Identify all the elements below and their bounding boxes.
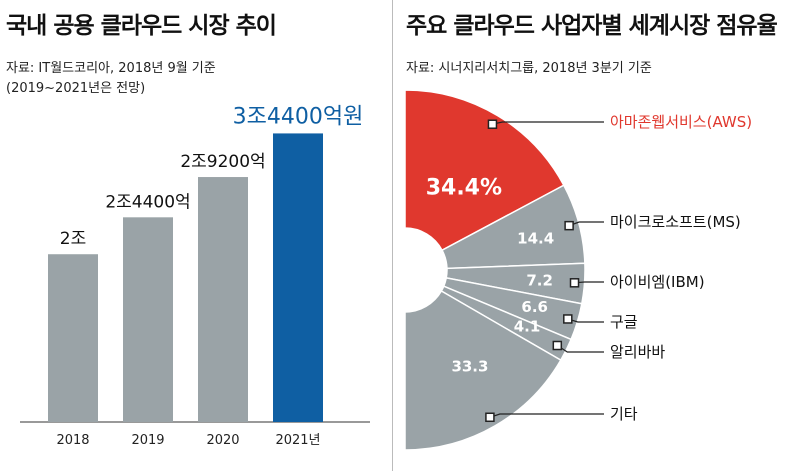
leader-marker	[487, 119, 498, 129]
panel-divider	[392, 0, 393, 471]
x-tick-label: 2021년	[275, 433, 320, 448]
pie-value-label: 7.2	[526, 271, 553, 289]
x-tick-label: 2020	[206, 433, 239, 448]
bar-2020	[198, 177, 248, 422]
right-title: 주요 클라우드 사업자별 세계시장 점유율	[406, 13, 778, 39]
bar-value-label: 3조4400억원	[233, 104, 364, 129]
pie-slice	[404, 89, 565, 252]
right-panel: 주요 클라우드 사업자별 세계시장 점유율 자료: 시너지리서치그룹, 2018…	[400, 0, 800, 471]
left-title: 국내 공용 클라우드 시장 추이	[6, 13, 277, 39]
legend-label: 아이비엠(IBM)	[610, 273, 705, 291]
leader-marker	[564, 220, 574, 231]
left-source: 자료: IT월드코리아, 2018년 9월 기준	[6, 61, 216, 76]
bar-value-label: 2조9200억	[180, 152, 265, 172]
x-tick-label: 2018	[56, 433, 89, 448]
legend-label: 알리바바	[610, 343, 665, 361]
pie-value-label: 4.1	[514, 318, 541, 336]
leader-marker	[485, 412, 495, 423]
bar-2021년	[273, 133, 323, 422]
pie-slice	[404, 290, 562, 451]
bar-2018	[48, 254, 98, 422]
legend-label: 아마존웹서비스(AWS)	[610, 113, 752, 131]
bar-value-label: 2조4400억	[105, 192, 190, 212]
leader-marker	[563, 314, 573, 324]
right-source: 자료: 시너지리서치그룹, 2018년 3분기 기준	[406, 61, 652, 76]
left-note: (2019~2021년은 전망)	[6, 81, 146, 96]
pie-value-label: 34.4%	[426, 176, 502, 201]
x-tick-label: 2019	[131, 433, 164, 448]
leader-marker	[552, 340, 563, 351]
left-panel: 국내 공용 클라우드 시장 추이 자료: IT월드코리아, 2018년 9월 기…	[0, 0, 390, 471]
legend-label: 마이크로소프트(MS)	[610, 213, 741, 231]
legend-label: 구글	[610, 313, 638, 331]
pie-value-label: 6.6	[521, 298, 548, 316]
pie-value-label: 14.4	[517, 229, 554, 247]
bar-chart: 2조 2018 2조4400억 2019 2조9200억 2020 3조4400억원 2021…	[20, 104, 370, 448]
leader-marker	[569, 278, 580, 288]
legend-label: 기타	[610, 405, 638, 423]
bar-2019	[123, 217, 173, 422]
pie-chart: 34.4% 아마존웹서비스(AWS) 14.4 마이크로소프트(MS) 7.2 아이비엠(…	[404, 89, 752, 451]
pie-value-label: 33.3	[451, 357, 488, 375]
bar-value-label: 2조	[60, 229, 86, 249]
